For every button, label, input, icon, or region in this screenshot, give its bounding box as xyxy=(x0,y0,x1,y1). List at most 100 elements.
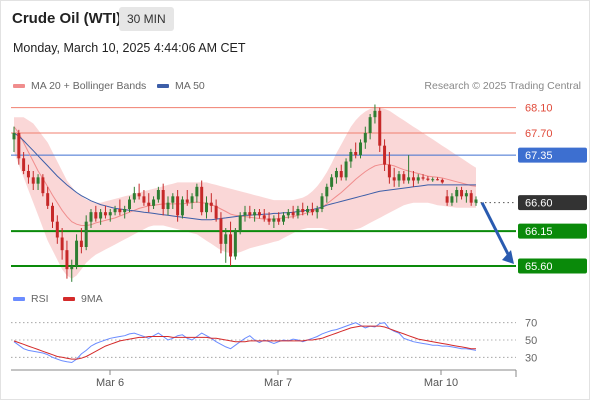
candle-body xyxy=(383,145,387,165)
timeframe-badge[interactable]: 30 MIN xyxy=(119,7,174,31)
candle-body xyxy=(22,158,26,171)
frame-left xyxy=(0,0,1,400)
candle-body xyxy=(330,177,334,187)
legend-9ma: 9MA xyxy=(63,293,103,305)
candle-body xyxy=(94,212,98,219)
candle-body xyxy=(89,212,93,222)
candle-body xyxy=(248,212,252,216)
x-tick-label: Mar 6 xyxy=(96,377,124,389)
candle-body xyxy=(291,212,295,216)
candle-body xyxy=(205,202,208,213)
candle-body xyxy=(359,142,362,156)
candle-body xyxy=(55,221,59,238)
candle-body xyxy=(450,196,454,203)
candle-body xyxy=(12,133,16,140)
candle-body xyxy=(238,215,242,232)
candle-body xyxy=(108,212,112,216)
candle-body xyxy=(363,133,367,143)
candle-body xyxy=(219,218,223,244)
candle-body xyxy=(190,196,194,203)
candle-body xyxy=(296,209,300,216)
candle-body xyxy=(209,202,213,206)
rsi-swatch xyxy=(13,297,25,301)
projection-arrow-head xyxy=(502,250,514,264)
candle-body xyxy=(310,209,314,213)
candle-body xyxy=(344,161,348,178)
level-tag-67-35 xyxy=(518,147,587,163)
rsi-line xyxy=(13,322,477,364)
legend-ma50-label: MA 50 xyxy=(175,80,205,92)
legend-rsi: RSI xyxy=(13,293,49,305)
level-label-68-10: 68.10 xyxy=(525,103,553,115)
candle-body xyxy=(426,178,430,180)
candle-body xyxy=(113,209,117,213)
candle-body xyxy=(277,218,281,222)
level-label-66-60: 66.60 xyxy=(525,198,553,210)
candle-body xyxy=(99,212,103,219)
candle-body xyxy=(474,199,478,203)
level-tag-65-60 xyxy=(518,258,587,274)
candle-body xyxy=(349,152,353,162)
candle-body xyxy=(137,193,141,197)
candle-body xyxy=(17,133,21,159)
candle-body xyxy=(282,215,285,222)
frame-top xyxy=(0,0,590,1)
candle-body xyxy=(176,196,180,216)
ma9-swatch xyxy=(63,297,75,301)
candle-body xyxy=(431,179,435,181)
candle-body xyxy=(407,177,411,181)
candle-body xyxy=(75,240,79,266)
candle-body xyxy=(65,250,69,270)
candle-body xyxy=(31,177,35,184)
candle-body xyxy=(195,186,199,197)
candle-body xyxy=(41,177,45,194)
candle-body xyxy=(123,209,127,213)
candle-body xyxy=(142,196,146,203)
legend-ma20-label: MA 20 + Bollinger Bands xyxy=(31,80,147,92)
candle-body xyxy=(320,196,324,209)
candle-body xyxy=(378,110,382,146)
candle-body xyxy=(60,237,64,251)
legend-rsi-label: RSI xyxy=(31,293,49,305)
rsi-tick-30: 30 xyxy=(525,352,537,364)
candle-body xyxy=(147,202,151,206)
candle-body xyxy=(301,209,305,213)
candle-body xyxy=(286,212,290,216)
rsi-tick-70: 70 xyxy=(525,318,537,330)
candle-body xyxy=(51,205,54,222)
candle-body xyxy=(156,190,160,200)
candle-body xyxy=(128,199,131,209)
candle-body xyxy=(392,177,396,181)
research-credit: Research © 2025 Trading Central xyxy=(424,80,581,92)
candle-body xyxy=(267,218,271,222)
candle-body xyxy=(440,179,444,183)
candle-body xyxy=(233,231,237,257)
candle-body xyxy=(36,177,40,184)
candle-body xyxy=(46,193,50,206)
rsi-tick-50: 50 xyxy=(525,335,537,347)
candle-body xyxy=(166,202,170,209)
candle-body xyxy=(354,152,358,156)
chart-header: Crude Oil (WTI) 30 MIN xyxy=(0,0,590,36)
candle-body xyxy=(26,171,30,178)
candle-body xyxy=(84,221,88,247)
candle-body xyxy=(243,212,247,216)
candle-body xyxy=(455,190,459,197)
candle-body xyxy=(262,215,266,219)
legend-ma50: MA 50 xyxy=(157,80,205,92)
candle-body xyxy=(253,212,257,216)
candle-body xyxy=(373,110,377,118)
candle-body xyxy=(200,186,204,213)
level-label-65-60: 65.60 xyxy=(525,261,553,273)
candle-body xyxy=(469,193,473,203)
candle-body xyxy=(416,177,420,181)
candle-body xyxy=(306,209,310,213)
projection-arrow-shaft xyxy=(480,201,512,259)
candle-body xyxy=(152,199,156,206)
x-tick-label: Mar 10 xyxy=(424,377,458,389)
candle-body xyxy=(161,190,165,209)
ma50-swatch xyxy=(157,84,169,88)
candle-body xyxy=(387,164,391,178)
candle-body xyxy=(171,196,175,203)
